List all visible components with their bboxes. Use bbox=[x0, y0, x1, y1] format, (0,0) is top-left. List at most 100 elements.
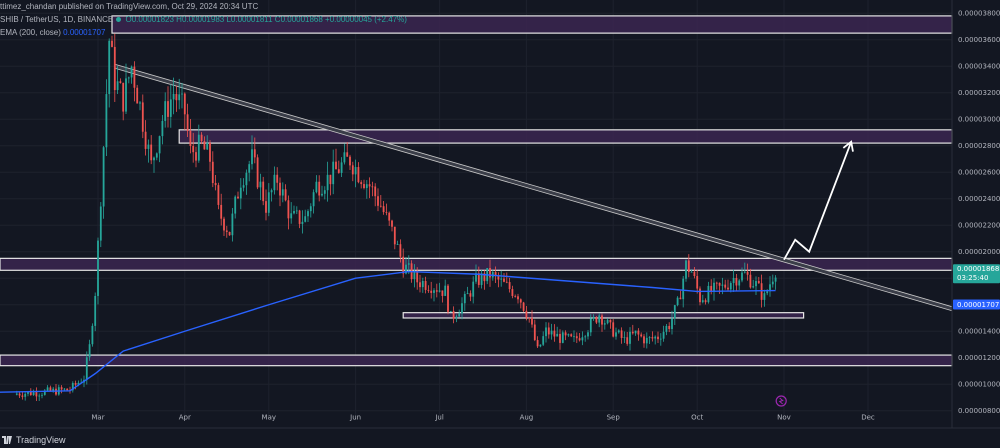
x-tick-label: Jun bbox=[349, 414, 361, 422]
candle-body bbox=[542, 336, 545, 345]
candle-body bbox=[251, 149, 253, 165]
candle-body bbox=[567, 334, 570, 336]
candle-body bbox=[281, 189, 284, 196]
candle-body bbox=[85, 357, 88, 380]
indicator-line[interactable]: EMA (200, close) 0.00001707 bbox=[0, 28, 105, 37]
candle-body bbox=[139, 102, 141, 104]
candle-body bbox=[349, 156, 351, 166]
candle-body bbox=[573, 336, 575, 338]
candle-body bbox=[52, 388, 55, 391]
candle-body bbox=[519, 299, 522, 303]
candle-body bbox=[315, 181, 318, 193]
candle-body bbox=[49, 387, 52, 391]
candle-body bbox=[220, 204, 223, 219]
candle-body bbox=[556, 333, 559, 337]
candle-body bbox=[685, 260, 687, 279]
candle-body bbox=[514, 295, 517, 297]
candle-body bbox=[71, 383, 74, 391]
candle-body bbox=[447, 285, 449, 312]
candle-body bbox=[27, 391, 29, 394]
arrow-path bbox=[783, 141, 853, 261]
time-axis[interactable]: Mar Apr May Jun Jul Aug Sep Oct Nov Dec bbox=[0, 414, 1000, 429]
candle-body bbox=[351, 165, 354, 175]
candle-body bbox=[592, 317, 595, 319]
candle-body bbox=[503, 278, 505, 282]
candle-body bbox=[483, 273, 486, 282]
candle-body bbox=[463, 293, 466, 304]
candle-body bbox=[659, 338, 662, 340]
price-axis[interactable]: 0.00003800 0.00003600 0.00003400 0.00003200… bbox=[951, 0, 1000, 428]
publication-line: ttimez_chandan published on TradingView.… bbox=[0, 2, 259, 11]
candle-body bbox=[449, 311, 452, 312]
candle-body bbox=[368, 184, 371, 187]
candle-body bbox=[265, 201, 267, 213]
candle-body bbox=[721, 284, 724, 286]
last-price-tag bbox=[953, 264, 1000, 284]
candle-body bbox=[63, 388, 66, 390]
candle-body bbox=[603, 323, 606, 325]
candle-body bbox=[234, 196, 237, 214]
candle-body bbox=[175, 93, 178, 101]
candle-body bbox=[547, 327, 550, 335]
candle-body bbox=[127, 77, 130, 79]
candle-body bbox=[581, 337, 584, 341]
candle-body bbox=[536, 340, 539, 347]
candle-body bbox=[262, 181, 265, 202]
candle-body bbox=[357, 167, 360, 183]
candle-body bbox=[444, 285, 447, 296]
event-marker-icon bbox=[775, 395, 787, 407]
x-tick-label: Apr bbox=[179, 414, 191, 422]
candle-body bbox=[508, 282, 511, 290]
candle-body bbox=[195, 152, 197, 161]
candle-body bbox=[676, 297, 679, 306]
candle-body bbox=[595, 317, 598, 323]
candle-body bbox=[125, 78, 127, 112]
candle-body bbox=[178, 94, 181, 101]
candle-body bbox=[293, 211, 295, 214]
candle-body bbox=[715, 282, 718, 284]
candle-body bbox=[24, 393, 27, 397]
candle-body bbox=[99, 206, 102, 241]
candle-body bbox=[340, 162, 343, 173]
market-status-icon bbox=[116, 17, 122, 23]
candle-body bbox=[489, 267, 491, 278]
candle-body bbox=[239, 187, 242, 199]
candle-body bbox=[183, 93, 186, 115]
candle-body bbox=[253, 149, 256, 158]
candle-body bbox=[472, 281, 475, 297]
candle-body bbox=[200, 134, 203, 142]
candle-body bbox=[237, 196, 239, 199]
candle-body bbox=[155, 153, 158, 158]
candle-body bbox=[77, 382, 80, 385]
footer-brand[interactable]: TradingView bbox=[0, 432, 66, 448]
candle-body bbox=[407, 263, 410, 265]
candle-body bbox=[382, 206, 385, 213]
candle-body bbox=[757, 281, 760, 284]
x-tick-label: Oct bbox=[691, 414, 703, 422]
candle-body bbox=[511, 289, 514, 296]
candle-body bbox=[461, 303, 463, 314]
candle-body bbox=[458, 313, 461, 317]
candle-body bbox=[164, 101, 167, 121]
candle-body bbox=[687, 260, 690, 272]
candle-body bbox=[578, 338, 581, 341]
candle-body bbox=[223, 218, 225, 231]
x-tick-label: Nov bbox=[777, 414, 791, 422]
ema-price-tag bbox=[953, 299, 1000, 310]
candle-body bbox=[433, 290, 435, 293]
candle-body bbox=[203, 141, 206, 150]
candle-body bbox=[455, 316, 458, 319]
candle-body bbox=[267, 192, 270, 213]
candle-body bbox=[259, 181, 262, 188]
candle-body bbox=[648, 337, 651, 338]
candle-body bbox=[309, 206, 312, 212]
candle-body bbox=[399, 244, 402, 257]
candle-body bbox=[517, 296, 519, 300]
candle-body bbox=[500, 278, 503, 280]
candle-body bbox=[735, 278, 738, 286]
candle-body bbox=[301, 221, 304, 224]
candle-body bbox=[287, 200, 290, 219]
candle-body bbox=[113, 46, 116, 91]
